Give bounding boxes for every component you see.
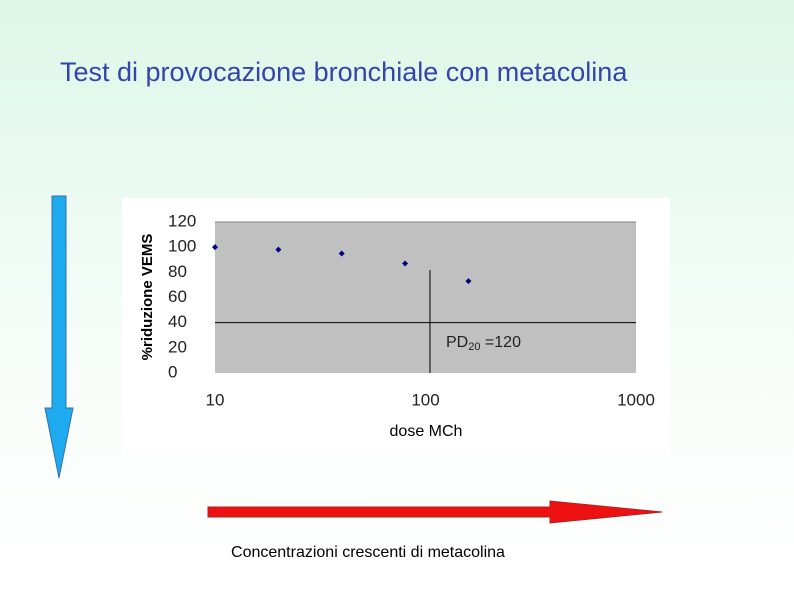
x-axis-label: dose MCh	[390, 423, 463, 440]
chart: 0 20 40 60 80 100 120 10 100 1000 dose MCh %riduzio…	[139, 211, 655, 440]
y-tick-label: 120	[168, 211, 196, 230]
y-tick-label: 20	[168, 337, 187, 356]
annotation-text: =120	[480, 334, 521, 351]
point	[338, 250, 345, 257]
y-tick-label: 0	[168, 362, 177, 381]
plot-area	[215, 222, 636, 373]
annotation: PD20 =120	[446, 334, 521, 353]
y-tick-label: 80	[168, 262, 187, 281]
point	[212, 244, 218, 251]
point	[275, 246, 282, 253]
caption: Concentrazioni crescenti di metacolina	[231, 544, 505, 561]
x-tick-label: 100	[411, 390, 439, 409]
annotation-subscript: 20	[468, 341, 480, 353]
annotation-base: PD	[446, 334, 468, 351]
slide-title: Test di provocazione bronchiale con meta…	[60, 57, 628, 87]
y-tick-label: 40	[168, 312, 187, 331]
x-tick-label: 1000	[617, 390, 655, 409]
y-tick-label: 60	[168, 287, 187, 306]
point	[465, 278, 472, 285]
x-tick-label: 10	[206, 390, 225, 409]
y-tick-label: 100	[168, 237, 196, 256]
y-axis-label: %riduzione VEMS	[139, 234, 156, 361]
point	[402, 260, 409, 267]
down-arrow	[44, 195, 74, 479]
right-arrow	[207, 500, 663, 524]
